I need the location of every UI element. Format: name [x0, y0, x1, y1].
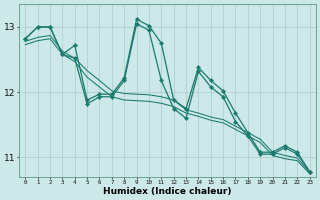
X-axis label: Humidex (Indice chaleur): Humidex (Indice chaleur) — [103, 187, 232, 196]
